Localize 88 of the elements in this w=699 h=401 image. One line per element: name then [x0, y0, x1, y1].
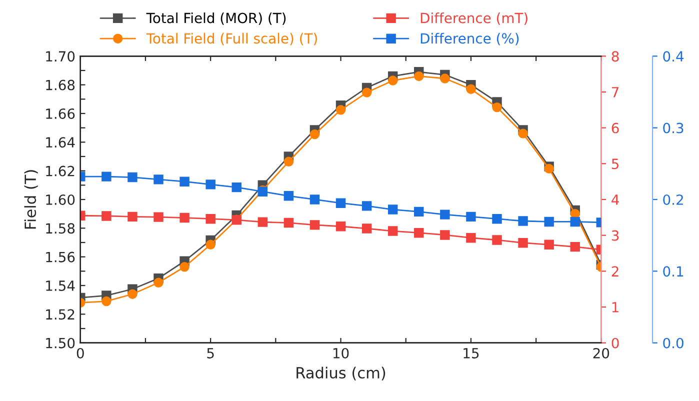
point: [440, 210, 450, 220]
point: [102, 172, 112, 182]
point: [388, 226, 398, 236]
x-tick-label: 5: [207, 348, 214, 358]
point: [414, 228, 424, 238]
x-tick-label: 20: [593, 348, 610, 358]
point: [466, 232, 476, 243]
point: [440, 230, 450, 240]
point: [414, 206, 424, 217]
point: [128, 212, 138, 222]
y2-tick-label: 1: [612, 302, 618, 312]
y2-tick-label: 4: [612, 194, 619, 205]
y-tick-label: 1.64: [46, 137, 75, 148]
y2-tick-label: 5: [612, 158, 618, 170]
point: [492, 102, 502, 112]
point: [466, 212, 476, 222]
point: [414, 71, 424, 82]
y2-tick-label: 0: [612, 338, 619, 348]
legend-label: Difference (mT): [420, 12, 528, 25]
y-tick-label: 1.52: [46, 309, 74, 320]
point: [544, 164, 554, 174]
point: [206, 214, 216, 224]
x-tick-label: 10: [333, 348, 349, 358]
point: [180, 176, 190, 186]
point: [258, 217, 268, 227]
y-axis-title: Field (T): [24, 170, 38, 229]
point: [310, 220, 320, 230]
y2-tick-label: 7: [612, 87, 619, 98]
point: [492, 235, 502, 245]
y-tick-label: 1.66: [46, 108, 75, 119]
point: [128, 289, 138, 299]
y3-tick-label: 0.4: [663, 51, 684, 62]
y3-tick-label: 0.2: [663, 194, 683, 205]
point: [518, 216, 528, 226]
y2-tick-label: 8: [612, 51, 619, 62]
point: [206, 240, 216, 250]
point: [388, 76, 398, 86]
point: [362, 224, 372, 234]
y2-tick-label: 3: [612, 230, 619, 241]
point: [570, 242, 580, 252]
point: [102, 296, 112, 306]
point: [388, 204, 398, 214]
point: [518, 128, 528, 138]
point: [284, 191, 294, 201]
point: [336, 198, 346, 208]
point: [206, 180, 216, 190]
x-axis-title: Radius (cm): [296, 366, 386, 380]
y3-tick-label: 0.1: [663, 266, 684, 277]
point: [102, 211, 112, 221]
point: [128, 172, 138, 182]
point: [284, 156, 294, 167]
x-tick-label: 0: [76, 348, 84, 358]
y-tick-label: 1.62: [46, 166, 74, 176]
point: [336, 105, 346, 115]
legend-label: Total Field (Full scale) (T): [146, 32, 317, 46]
point: [570, 216, 580, 227]
y-tick-label: 1.58: [46, 223, 75, 234]
point: [310, 194, 320, 204]
point: [544, 216, 554, 227]
point: [362, 88, 372, 98]
y-tick-label: 1.68: [46, 80, 75, 90]
point: [518, 238, 528, 248]
y-tick-label: 1.50: [46, 338, 75, 348]
x-tick-label: 15: [464, 348, 479, 358]
point: [440, 74, 450, 84]
y2-tick-label: 2: [612, 266, 618, 276]
y3-tick-label: 0.3: [663, 122, 684, 134]
point: [180, 262, 190, 272]
y-tick-label: 1.54: [46, 280, 75, 291]
point: [336, 222, 346, 232]
y-tick-label: 1.56: [46, 252, 75, 262]
legend-label: Total Field (MOR) (T): [146, 12, 286, 25]
y3-tick-label: 0.0: [663, 338, 684, 348]
point: [362, 201, 372, 211]
y2-tick-label: 6: [612, 122, 619, 134]
point: [492, 214, 502, 224]
point: [466, 84, 476, 94]
point: [154, 278, 164, 288]
y-tick-label: 1.70: [46, 51, 75, 62]
legend-label: Difference (%): [420, 32, 519, 46]
point: [180, 212, 190, 223]
point: [544, 240, 554, 250]
point: [154, 212, 164, 222]
point: [232, 182, 242, 192]
y-tick-label: 1.60: [46, 194, 75, 205]
point: [310, 129, 320, 140]
point: [284, 218, 294, 228]
point: [154, 174, 164, 184]
